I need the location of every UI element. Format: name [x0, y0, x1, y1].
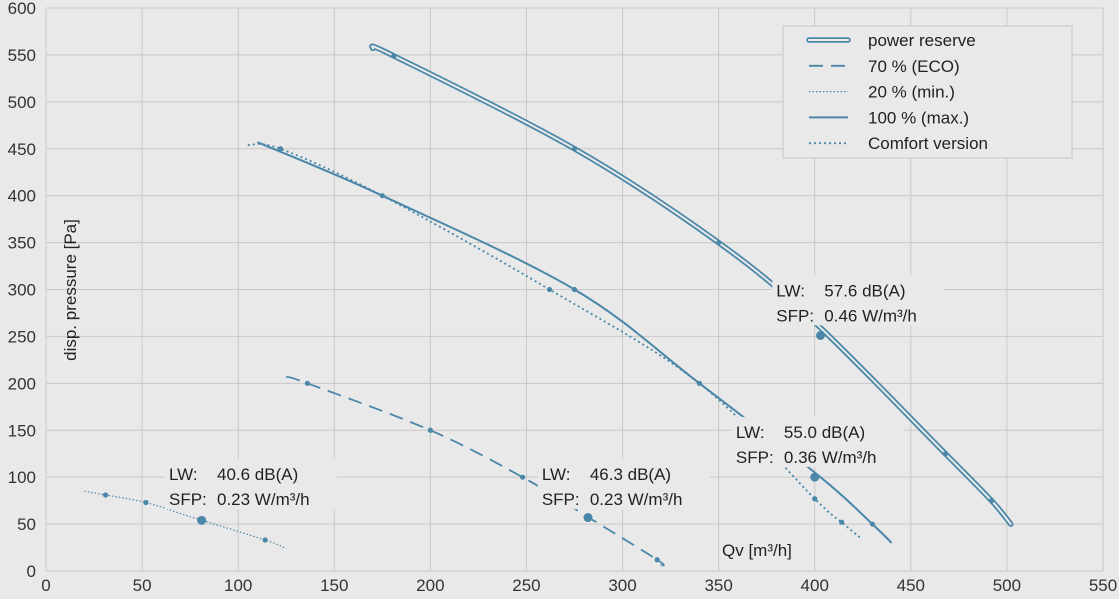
series-line [285, 375, 665, 567]
lw-label: LW: [736, 423, 765, 442]
x-axis-label: Qv [m³/h] [722, 541, 792, 560]
sfp-value: 0.23 W/m³/h [217, 490, 310, 509]
legend: power reserve 70 % (ECO) 20 % (min.) 100 % … [782, 25, 1073, 159]
series-double [369, 43, 1014, 527]
sfp-value: 0.23 W/m³/h [590, 490, 683, 509]
x-tick-label: 450 [897, 576, 925, 595]
x-tick-label: 200 [416, 576, 444, 595]
operating-point [583, 513, 593, 523]
series-marker [571, 286, 578, 293]
curves [84, 43, 1014, 567]
series-fine-dotted [84, 490, 287, 550]
y-tick-label: 550 [8, 46, 36, 65]
lw-value: 46.3 dB(A) [590, 465, 671, 484]
series-marker [942, 451, 949, 457]
y-tick-label: 100 [8, 468, 36, 487]
annotation-bg [772, 275, 945, 326]
legend-label: 70 % (ECO) [868, 57, 960, 76]
y-tick-label: 450 [8, 140, 36, 159]
lw-value: 57.6 dB(A) [824, 281, 905, 300]
series-dotted [247, 143, 862, 539]
y-tick-label: 600 [8, 0, 36, 18]
y-tick-label: 50 [17, 515, 36, 534]
operating-annotation: LW: 57.6 dB(A) SFP: 0.46 W/m³/h [772, 275, 945, 326]
annotations: LW: 40.6 dB(A) SFP: 0.23 W/m³/h LW: 46.3 dB(A… [164, 275, 945, 510]
legend-item: power reserve [806, 31, 976, 50]
sfp-value: 0.46 W/m³/h [824, 306, 917, 325]
operating-point [815, 330, 825, 340]
y-axis-label: disp. pressure [Pa] [61, 219, 80, 361]
y-tick-label: 150 [8, 421, 36, 440]
y-tick-label: 300 [8, 281, 36, 300]
legend-item: 100 % (max.) [809, 108, 969, 127]
series-marker [277, 146, 284, 152]
legend-label: power reserve [868, 31, 976, 50]
annotation-bg [537, 459, 710, 510]
x-tick-label: 150 [320, 576, 348, 595]
legend-item: 20 % (min.) [809, 83, 955, 102]
series-marker [427, 427, 433, 433]
sfp-label: SFP: [169, 490, 207, 509]
series-marker [304, 380, 310, 386]
lw-label: LW: [776, 281, 805, 300]
operating-annotation: LW: 40.6 dB(A) SFP: 0.23 W/m³/h [164, 459, 337, 510]
series-marker [654, 557, 660, 563]
sfp-label: SFP: [736, 448, 774, 467]
y-tick-label: 500 [8, 93, 36, 112]
x-tick-label: 300 [608, 576, 636, 595]
x-tick-label: 500 [993, 576, 1021, 595]
series-marker [716, 239, 722, 246]
x-tick-label: 100 [224, 576, 252, 595]
legend-label: 100 % (max.) [868, 108, 969, 127]
y-tick-label: 200 [8, 374, 36, 393]
series-marker [520, 474, 526, 480]
operating-point [810, 472, 820, 482]
x-tick-label: 0 [41, 576, 50, 595]
x-tick-label: 250 [512, 576, 540, 595]
lw-label: LW: [542, 465, 571, 484]
lw-value: 55.0 dB(A) [784, 423, 865, 442]
y-tick-label: 400 [8, 187, 36, 206]
y-tick-label: 250 [8, 327, 36, 346]
x-tick-label: 350 [704, 576, 732, 595]
tick-labels: 0 50 100 150 200 250 300 350 400 450 500 550 0 50 100 1… [8, 0, 1118, 595]
series-marker [546, 286, 553, 293]
lw-label: LW: [169, 465, 198, 484]
series-line-inner [370, 45, 1012, 526]
series-marker [988, 498, 995, 504]
operating-annotation: LW: 46.3 dB(A) SFP: 0.23 W/m³/h [537, 459, 710, 510]
series-marker [143, 499, 149, 506]
operating-point [197, 515, 207, 525]
annotation-bg [731, 416, 904, 467]
legend-label: Comfort version [868, 134, 988, 153]
sfp-label: SFP: [776, 306, 814, 325]
y-tick-label: 350 [8, 234, 36, 253]
series-marker [262, 537, 268, 543]
sfp-value: 0.36 W/m³/h [784, 448, 877, 467]
series-marker [571, 146, 578, 152]
x-tick-label: 550 [1089, 576, 1117, 595]
x-tick-label: 400 [801, 576, 829, 595]
lw-value: 40.6 dB(A) [217, 465, 298, 484]
series-dashed [285, 375, 665, 567]
legend-item: Comfort version [809, 134, 988, 153]
operating-annotation: LW: 55.0 dB(A) SFP: 0.36 W/m³/h [731, 416, 904, 467]
legend-item: 70 % (ECO) [809, 57, 960, 76]
annotation-bg [164, 459, 337, 510]
series-marker [869, 521, 875, 527]
series-marker [839, 519, 845, 525]
series-marker [391, 53, 397, 59]
series-marker [812, 496, 818, 502]
legend-label: 20 % (min.) [868, 83, 955, 102]
series-marker [102, 492, 109, 498]
y-tick-label: 0 [27, 562, 36, 581]
x-tick-label: 50 [133, 576, 152, 595]
sfp-label: SFP: [542, 490, 580, 509]
series-line [84, 490, 287, 550]
